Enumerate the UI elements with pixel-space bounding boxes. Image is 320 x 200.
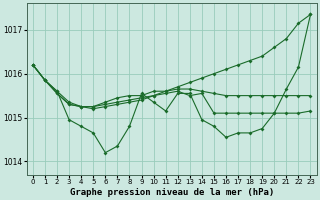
X-axis label: Graphe pression niveau de la mer (hPa): Graphe pression niveau de la mer (hPa) <box>69 188 274 197</box>
